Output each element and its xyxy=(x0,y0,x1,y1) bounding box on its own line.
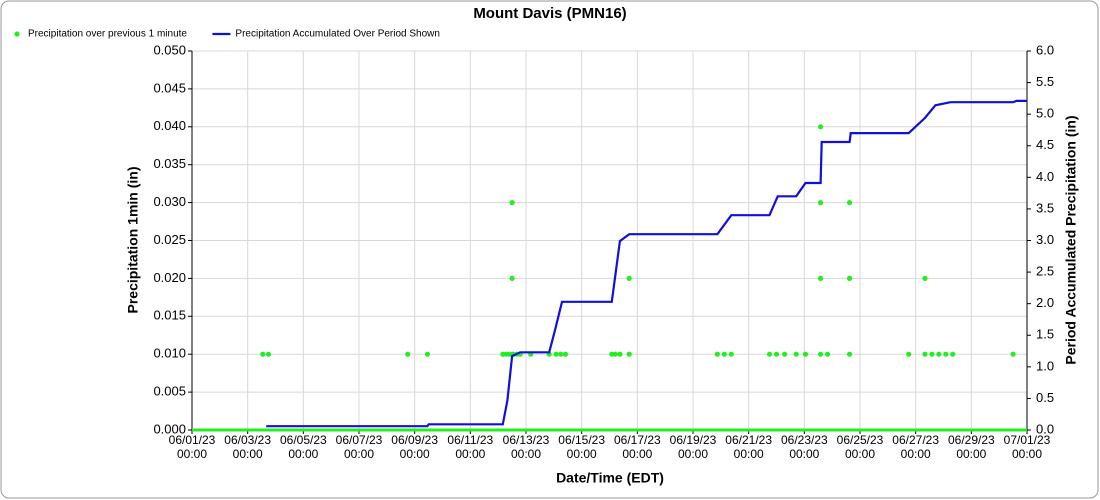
data-point xyxy=(558,351,564,357)
x-tick-label: 06/19/23 00:00 xyxy=(669,433,717,461)
x-tick-label: 06/27/23 00:00 xyxy=(892,433,940,461)
data-point xyxy=(929,351,935,357)
x-tick-label: 06/29/23 00:00 xyxy=(947,433,995,461)
data-point xyxy=(906,351,912,357)
data-point xyxy=(626,351,632,357)
data-point xyxy=(617,351,623,357)
x-axis-label: Date/Time (EDT) xyxy=(556,470,664,486)
data-point xyxy=(612,351,618,357)
data-point xyxy=(714,351,720,357)
y2-tick-label: 2.5 xyxy=(1036,264,1054,279)
y-tick-label: 0.040 xyxy=(153,118,186,133)
y2-tick-label: 3.5 xyxy=(1036,200,1054,215)
y-tick-label: 0.020 xyxy=(153,270,186,285)
data-point xyxy=(824,351,831,357)
data-point xyxy=(846,200,853,206)
x-tick-label: 06/11/23 00:00 xyxy=(447,433,494,461)
data-point xyxy=(936,351,942,357)
data-point xyxy=(802,351,809,357)
y2-tick-label: 0.0 xyxy=(1036,421,1054,436)
legend-label: Precipitation Accumulated Over Period Sh… xyxy=(235,29,440,40)
data-point xyxy=(721,351,727,357)
y2-tick-label: 6.0 xyxy=(1036,42,1054,57)
data-point xyxy=(950,351,956,357)
data-point xyxy=(817,351,824,357)
y2-tick-label: 4.5 xyxy=(1036,137,1054,152)
data-point xyxy=(553,351,559,357)
data-point xyxy=(817,275,824,281)
x-tick-label: 06/09/23 00:00 xyxy=(391,433,439,461)
data-point xyxy=(509,275,515,281)
data-point xyxy=(626,275,632,281)
y2-tick-label: 0.5 xyxy=(1036,390,1054,405)
data-point xyxy=(260,351,266,357)
data-line xyxy=(266,99,1027,428)
data-point xyxy=(265,351,272,357)
y2-tick-label: 3.0 xyxy=(1036,232,1054,247)
data-point xyxy=(922,275,928,281)
y2-tick-label: 1.0 xyxy=(1036,358,1054,373)
x-tick-label: 06/13/23 00:00 xyxy=(502,433,550,461)
data-point xyxy=(405,351,411,357)
data-point xyxy=(782,351,788,357)
data-point xyxy=(922,351,928,357)
data-point xyxy=(509,200,515,206)
y2-tick-label: 5.0 xyxy=(1036,106,1054,121)
y-tick-label: 0.025 xyxy=(153,232,186,247)
legend-label: Precipitation over previous 1 minute xyxy=(28,29,187,40)
y-tick-label: 0.050 xyxy=(153,42,186,57)
x-tick-label: 06/17/23 00:00 xyxy=(613,433,661,461)
legend-marker xyxy=(14,31,20,37)
y2-tick-label: 1.5 xyxy=(1036,327,1054,342)
data-point xyxy=(562,351,569,357)
data-point xyxy=(817,124,824,130)
x-tick-label: 06/05/23 00:00 xyxy=(279,433,327,461)
y-axis-label: Precipitation 1min (in) xyxy=(125,166,141,313)
x-tick-label: 06/03/23 00:00 xyxy=(224,433,272,461)
y-tick-label: 0.035 xyxy=(153,156,186,171)
y2-tick-label: 4.0 xyxy=(1036,169,1054,184)
data-point xyxy=(846,351,853,357)
y2-tick-label: 5.5 xyxy=(1036,74,1054,89)
y2-tick-label: 2.0 xyxy=(1036,295,1054,310)
y-tick-label: 0.005 xyxy=(153,384,186,399)
data-point xyxy=(728,351,734,357)
data-point xyxy=(943,351,949,357)
x-tick-label: 06/15/23 00:00 xyxy=(558,433,606,461)
data-point xyxy=(817,200,824,206)
data-point xyxy=(773,351,780,357)
y-tick-label: 0.010 xyxy=(153,346,186,361)
y-tick-label: 0.045 xyxy=(153,80,186,95)
x-tick-label: 06/01/23 00:00 xyxy=(168,433,216,461)
x-tick-label: 06/23/23 00:00 xyxy=(780,433,828,461)
y2-axis-label: Period Accumulated Precipitation (in) xyxy=(1063,115,1079,364)
data-point xyxy=(793,351,799,357)
x-tick-label: 06/07/23 00:00 xyxy=(335,433,383,461)
data-point xyxy=(846,275,853,281)
data-point xyxy=(1010,351,1016,357)
chart-title: Mount Davis (PMN16) xyxy=(473,5,626,22)
x-tick-label: 06/21/23 00:00 xyxy=(725,433,773,461)
data-point xyxy=(766,351,773,357)
x-tick-label: 06/25/23 00:00 xyxy=(836,433,884,461)
x-tick-label: 07/01/23 00:00 xyxy=(1003,433,1051,461)
y-tick-label: 0.015 xyxy=(153,308,186,323)
y-tick-label: 0.030 xyxy=(153,194,186,209)
data-point xyxy=(424,351,431,357)
y-tick-label: 0.000 xyxy=(153,421,186,436)
